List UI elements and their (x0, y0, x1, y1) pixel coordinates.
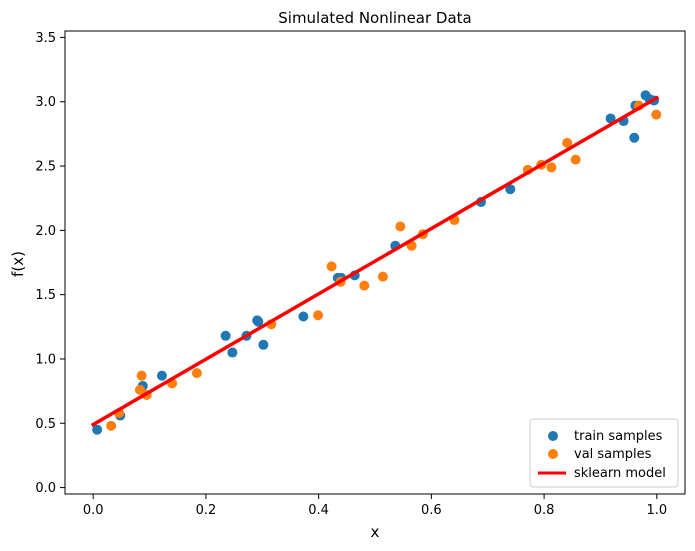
val-point (562, 137, 573, 148)
train-point (605, 113, 616, 124)
train-point (220, 330, 231, 341)
val-point (570, 154, 581, 165)
legend: train samples val samples sklearn model (529, 418, 679, 488)
train-point (505, 184, 516, 195)
x-tick-label: 0.0 (83, 503, 104, 518)
y-axis-title: f(x) (9, 251, 27, 277)
val-point (106, 420, 117, 431)
train-point (629, 132, 640, 143)
legend-box (529, 418, 679, 488)
legend-label-val: val samples (574, 447, 652, 462)
y-tick-label: 1.0 (35, 352, 56, 367)
model-line (90, 95, 660, 427)
train-point (92, 424, 103, 435)
val-point (191, 368, 202, 379)
train-point (156, 370, 167, 381)
x-tick-label: 1.0 (646, 503, 667, 518)
y-tick-label: 3.5 (35, 31, 56, 46)
chart-title: Simulated Nonlinear Data (278, 9, 471, 27)
legend-label-train: train samples (574, 429, 663, 444)
train-point (227, 347, 238, 358)
val-point (359, 280, 370, 291)
x-axis-title: x (371, 523, 380, 541)
legend-label-model: sklearn model (574, 466, 666, 481)
x-tick-label: 0.2 (196, 503, 217, 518)
x-tick-label: 0.6 (421, 503, 442, 518)
train-point (253, 316, 264, 327)
val-point (134, 384, 145, 395)
y-tick-label: 0.0 (35, 481, 56, 496)
y-tick-label: 2.5 (35, 160, 56, 175)
val-point (326, 261, 337, 272)
x-tick-label: 0.8 (534, 503, 555, 518)
x-tick-label: 0.4 (308, 503, 329, 518)
legend-marker-val (548, 449, 558, 459)
plot-area (90, 90, 662, 435)
y-tick-label: 1.5 (35, 288, 56, 303)
val-point (377, 271, 388, 282)
val-point (395, 221, 406, 232)
y-tick-label: 3.0 (35, 95, 56, 110)
train-point (258, 339, 269, 350)
y-tick-label: 2.0 (35, 224, 56, 239)
val-point (136, 370, 147, 381)
val-point (313, 310, 324, 321)
train-point (298, 311, 309, 322)
axes-frame (64, 30, 686, 495)
val-point (651, 109, 662, 120)
val-point (546, 162, 557, 173)
y-tick-label: 0.5 (35, 417, 56, 432)
legend-marker-train (548, 431, 558, 441)
